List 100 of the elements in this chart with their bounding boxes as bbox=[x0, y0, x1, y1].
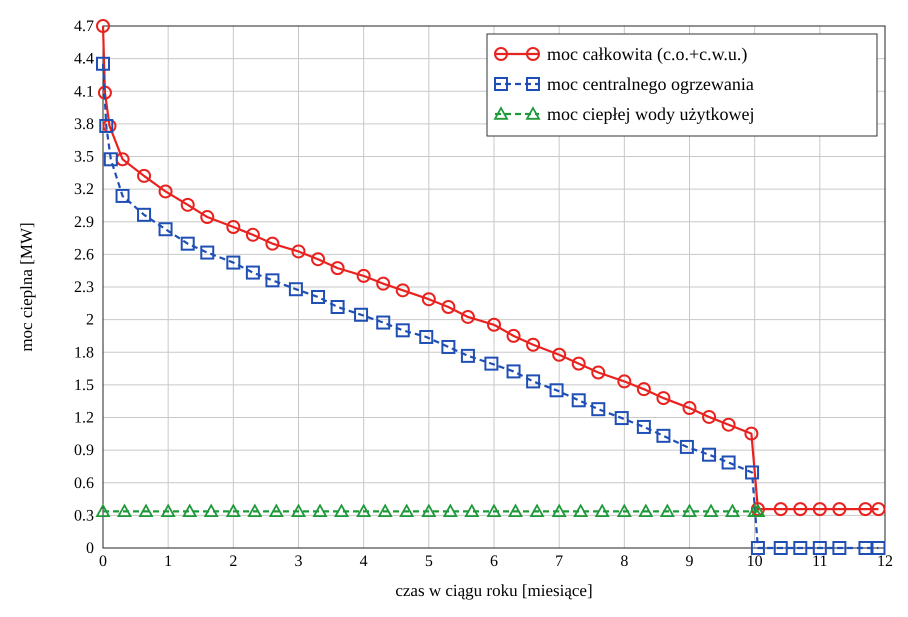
x-tick-label: 3 bbox=[294, 553, 302, 570]
point bbox=[812, 502, 827, 516]
x-tick-label: 2 bbox=[229, 553, 238, 570]
point bbox=[656, 428, 670, 443]
point bbox=[636, 382, 651, 396]
point bbox=[104, 152, 118, 166]
x-tick-label: 7 bbox=[555, 553, 564, 570]
point bbox=[722, 418, 736, 432]
point bbox=[871, 502, 886, 516]
point bbox=[572, 356, 586, 371]
point bbox=[745, 465, 760, 480]
point bbox=[265, 236, 280, 251]
point bbox=[704, 504, 718, 518]
point bbox=[246, 228, 260, 242]
point bbox=[422, 292, 436, 306]
x-tick-label: 6 bbox=[490, 553, 498, 570]
point bbox=[356, 268, 371, 283]
point bbox=[552, 348, 566, 362]
legend-label: moc centralnego ogrzewania bbox=[547, 74, 754, 94]
point bbox=[774, 541, 788, 555]
point bbox=[396, 283, 410, 298]
point bbox=[702, 410, 716, 424]
point bbox=[330, 261, 345, 276]
point bbox=[118, 504, 132, 518]
point bbox=[574, 504, 588, 518]
y-tick-label: 4.1 bbox=[74, 83, 94, 100]
point bbox=[96, 504, 110, 518]
x-axis-title: czas w ciągu roku [miesiące] bbox=[395, 581, 593, 600]
point bbox=[226, 220, 240, 234]
point bbox=[419, 330, 434, 344]
point bbox=[508, 504, 522, 518]
point bbox=[180, 236, 195, 251]
point bbox=[376, 316, 390, 330]
y-tick-label: 0.9 bbox=[74, 442, 94, 460]
y-tick-label: 1.5 bbox=[74, 376, 94, 394]
point bbox=[748, 504, 762, 518]
point bbox=[265, 273, 280, 288]
point bbox=[311, 252, 326, 266]
point bbox=[396, 323, 410, 338]
y-tick-label: 4.7 bbox=[74, 18, 94, 35]
point bbox=[248, 504, 262, 518]
point bbox=[484, 356, 498, 371]
point bbox=[292, 504, 306, 518]
point bbox=[139, 504, 153, 518]
legend-label: moc ciepłej wody użytkowej bbox=[547, 104, 754, 124]
y-tick-label: 2 bbox=[86, 312, 94, 329]
point bbox=[871, 541, 886, 555]
point bbox=[572, 393, 586, 408]
point bbox=[591, 366, 606, 380]
point bbox=[137, 168, 152, 183]
point bbox=[441, 300, 456, 314]
point bbox=[858, 541, 872, 555]
point bbox=[311, 290, 326, 304]
point bbox=[137, 208, 152, 222]
y-tick-label: 4.4 bbox=[74, 50, 94, 68]
point bbox=[656, 391, 670, 406]
point bbox=[226, 256, 240, 270]
point bbox=[246, 266, 260, 280]
point bbox=[722, 455, 736, 470]
point bbox=[102, 118, 117, 133]
point bbox=[682, 401, 696, 416]
point bbox=[526, 338, 540, 352]
y-tick-label: 3.8 bbox=[74, 116, 94, 133]
point bbox=[158, 184, 173, 198]
point bbox=[506, 364, 521, 378]
x-tick-label: 9 bbox=[686, 553, 694, 570]
point bbox=[96, 19, 110, 33]
point bbox=[378, 504, 392, 518]
x-tick-label: 5 bbox=[424, 553, 433, 570]
point bbox=[617, 374, 632, 388]
point bbox=[269, 504, 284, 518]
y-axis-title: moc cieplna [MW] bbox=[17, 222, 36, 352]
y-tick-label: 2.6 bbox=[74, 246, 94, 264]
point bbox=[158, 222, 173, 236]
point bbox=[443, 504, 458, 518]
point bbox=[99, 118, 114, 133]
y-tick-label: 2.3 bbox=[74, 279, 94, 296]
point bbox=[161, 504, 176, 518]
point bbox=[400, 504, 414, 518]
point bbox=[356, 504, 371, 518]
x-tick-label: 12 bbox=[877, 553, 893, 570]
point bbox=[530, 504, 544, 518]
point bbox=[226, 504, 240, 518]
x-tick-label: 1 bbox=[164, 553, 172, 570]
point bbox=[204, 504, 218, 518]
x-tick-label: 8 bbox=[620, 553, 628, 570]
y-tick-label: 0.3 bbox=[74, 507, 94, 524]
x-tick-label: 0 bbox=[99, 553, 107, 570]
point bbox=[526, 374, 540, 388]
x-tick-label: 4 bbox=[360, 553, 368, 570]
y-tick-label: 1.8 bbox=[74, 344, 94, 362]
point bbox=[98, 86, 112, 100]
point bbox=[595, 504, 610, 518]
point bbox=[638, 504, 653, 518]
point bbox=[682, 504, 696, 518]
point bbox=[116, 188, 130, 203]
point bbox=[552, 504, 566, 518]
point bbox=[460, 310, 475, 324]
point bbox=[744, 426, 758, 441]
y-tick-label: 0 bbox=[86, 540, 94, 557]
